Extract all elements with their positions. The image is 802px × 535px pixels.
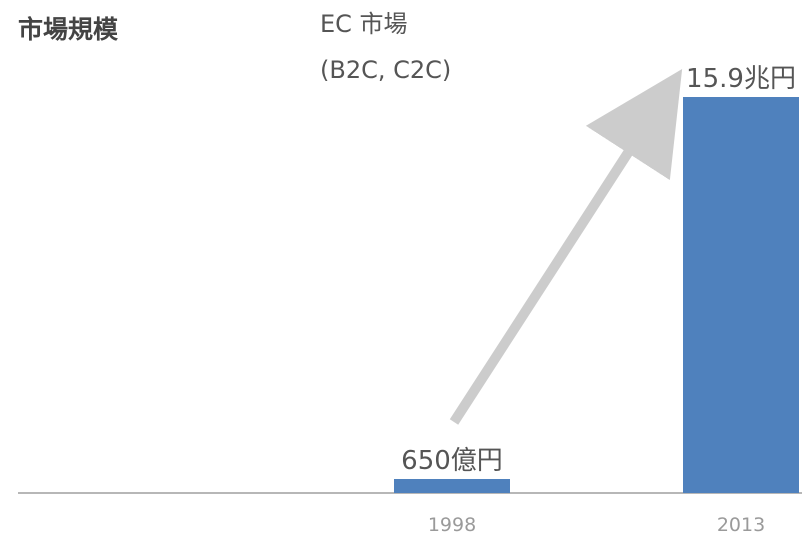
trend-arrow [449, 69, 683, 425]
data-label-1998: 650億円 [401, 446, 503, 476]
series-title-line-2: (B2C, C2C) [320, 56, 451, 84]
data-label-2013: 15.9兆円 [686, 64, 796, 94]
x-tick-1998: 1998 [428, 514, 476, 535]
bar-2013 [683, 97, 799, 493]
series-title-line-1: EC 市場 [320, 10, 408, 38]
y-axis-title: 市場規模 [18, 15, 119, 44]
ticks-layer: 1998 2013 [428, 514, 765, 535]
labels-layer: 650億円 15.9兆円 [401, 64, 796, 476]
x-tick-2013: 2013 [717, 514, 765, 535]
bars-layer [394, 97, 799, 493]
bar-1998 [394, 479, 510, 493]
